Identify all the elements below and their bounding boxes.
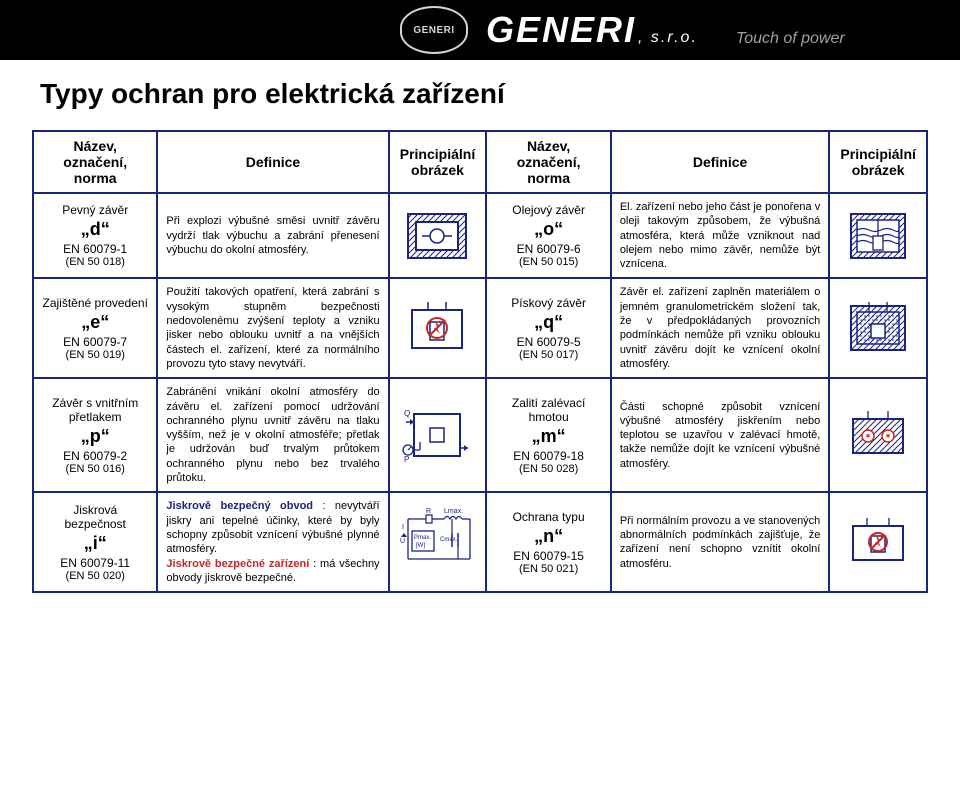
name-symbol: „m“ <box>495 426 601 447</box>
diagram-intrinsic-safety-icon: R Lmax. Pmax. [W] I U <box>389 492 487 592</box>
name-std: EN 60079-5 <box>495 335 601 349</box>
definition-blue-label: Jiskrově bezpečný obvod <box>166 500 313 512</box>
header-def: Definice <box>157 131 388 193</box>
name-std-alt: (EN 50 016) <box>42 463 148 475</box>
table-row: Jiskrová bezpečnost „i“ EN 60079-11 (EN … <box>33 492 927 592</box>
name-std-alt: (EN 50 015) <box>495 256 601 268</box>
diagram-oil-icon <box>829 193 927 278</box>
name-label: Olejový závěr <box>512 203 585 217</box>
brand-sro: , s.r.o. <box>638 29 698 46</box>
name-std-alt: (EN 50 019) <box>42 349 148 361</box>
slide-title: Typy ochran pro elektrická zařízení <box>40 78 505 110</box>
circuit-label-u: U <box>400 538 405 545</box>
name-std: EN 60079-15 <box>495 549 601 563</box>
name-label: Pevný závěr <box>62 203 128 217</box>
header-name: Název, označení, norma <box>33 131 157 193</box>
name-std: EN 60079-18 <box>495 449 601 463</box>
name-std: EN 60079-11 <box>42 556 148 570</box>
diagram-sand-icon <box>829 278 927 378</box>
brand-tagline: Touch of power <box>736 30 845 48</box>
header-def2: Definice <box>611 131 830 193</box>
circuit-label-cmax: Cmax. <box>440 537 458 543</box>
diagram-type-n-icon <box>829 492 927 592</box>
definition: Zabránění vnikání okolní atmosféry do zá… <box>157 378 388 492</box>
diagram-increased-safety-icon <box>389 278 487 378</box>
definition: Použití takových opatření, která zabrání… <box>157 278 388 378</box>
name-symbol: „o“ <box>495 219 601 240</box>
definition-red-label: Jiskrově bezpečné zařízení <box>166 558 309 570</box>
diagram-flameproof-icon <box>389 193 487 278</box>
protection-types-table: Název, označení, norma Definice Principi… <box>32 130 928 593</box>
name-std: EN 60079-2 <box>42 449 148 463</box>
name-std: EN 60079-6 <box>495 242 601 256</box>
table-row: Zajištěné provedení „e“ EN 60079-7 (EN 5… <box>33 278 927 378</box>
label-p: P <box>404 455 409 464</box>
label-q: Q <box>404 409 410 418</box>
table-row: Pevný závěr „d“ EN 60079-1 (EN 50 018) P… <box>33 193 927 278</box>
name-std-alt: (EN 50 020) <box>42 570 148 582</box>
name-symbol: „i“ <box>42 533 148 554</box>
header-pic2: Principiální obrázek <box>829 131 927 193</box>
name-label: Pískový závěr <box>511 296 586 310</box>
diagram-encapsulation-icon: ✶ ✶ <box>829 378 927 492</box>
definition: Závěr el. zařízení zaplněn materiálem o … <box>611 278 830 378</box>
name-std-alt: (EN 50 021) <box>495 563 601 575</box>
logo-badge-text: GENERI <box>413 25 454 36</box>
brand-name: GENERI, s.r.o. <box>486 9 698 51</box>
name-std: EN 60079-1 <box>42 242 148 256</box>
name-symbol: „q“ <box>495 312 601 333</box>
circuit-label-pmax: Pmax. <box>414 535 431 541</box>
name-std-alt: (EN 50 017) <box>495 349 601 361</box>
diagram-pressurized-icon: Q P <box>389 378 487 492</box>
circuit-label-i: I <box>402 524 404 531</box>
name-symbol: „d“ <box>42 219 148 240</box>
circuit-label-w: [W] <box>416 543 425 549</box>
name-std-alt: (EN 50 018) <box>42 256 148 268</box>
name-symbol: „p“ <box>42 426 148 447</box>
name-label: Zalití zalévací hmotou <box>512 396 585 424</box>
name-label: Zajištěné provedení <box>43 296 148 310</box>
name-std-alt: (EN 50 028) <box>495 463 601 475</box>
name-symbol: „n“ <box>495 526 601 547</box>
name-std: EN 60079-7 <box>42 335 148 349</box>
header-pic: Principiální obrázek <box>389 131 487 193</box>
definition-intrinsic-safety: Jiskrově bezpečný obvod : nevytváří jisk… <box>157 492 388 592</box>
name-symbol: „e“ <box>42 312 148 333</box>
definition: Při normálním provozu a ve stanovených a… <box>611 492 830 592</box>
definition: Při explozi výbušné směsi uvnitř závěru … <box>157 193 388 278</box>
logo-badge: GENERI <box>400 6 468 54</box>
name-label: Jiskrová bezpečnost <box>65 503 126 531</box>
topbar: GENERI GENERI, s.r.o. Touch of power <box>0 0 960 60</box>
definition: Části schopné způsobit vznícení výbušné … <box>611 378 830 492</box>
name-label: Závěr s vnitřním přetlakem <box>52 396 138 424</box>
header-name2: Název, označení, norma <box>486 131 610 193</box>
circuit-label-lmax: Lmax. <box>444 508 463 515</box>
name-label: Ochrana typu <box>513 510 585 524</box>
svg-text:✶: ✶ <box>864 431 872 441</box>
circuit-label-r: R <box>426 508 431 515</box>
brand-name-text: GENERI <box>486 9 636 50</box>
svg-text:✶: ✶ <box>884 431 892 441</box>
definition: El. zařízení nebo jeho část je ponořena … <box>611 193 830 278</box>
table-row: Závěr s vnitřním přetlakem „p“ EN 60079-… <box>33 378 927 492</box>
